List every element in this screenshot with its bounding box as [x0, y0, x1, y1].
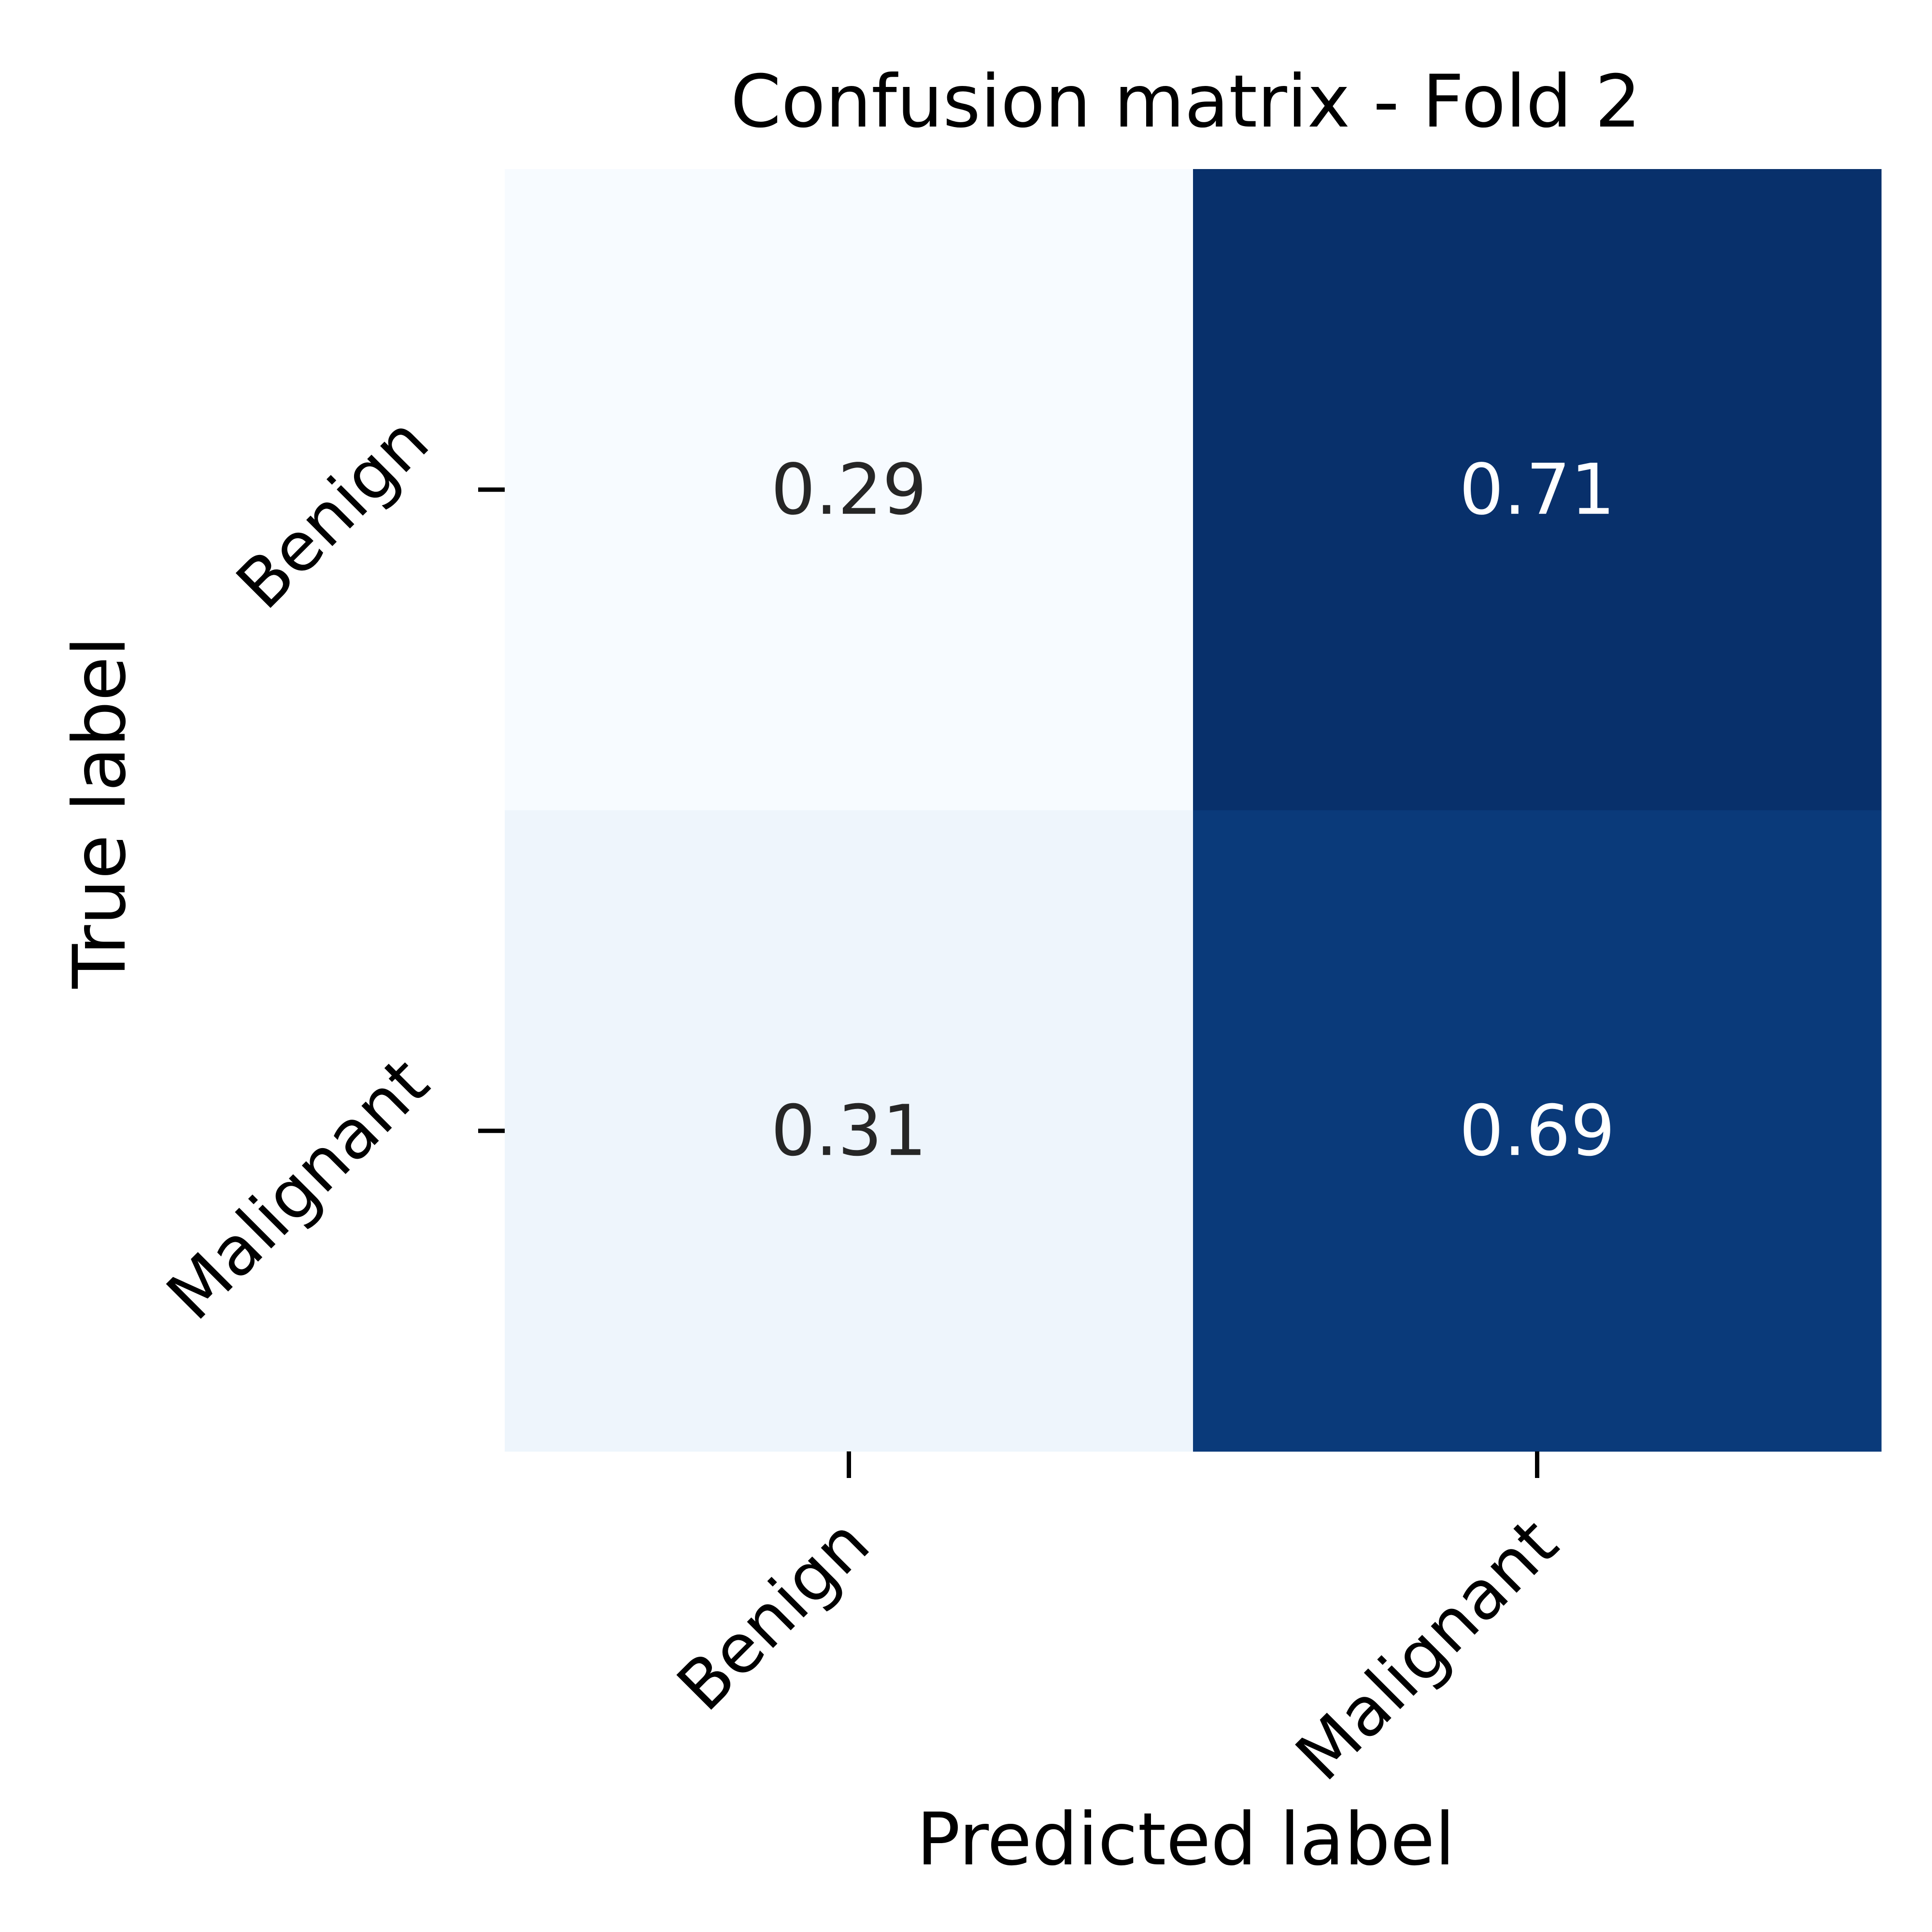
heatmap-cell-labels: 0.29 0.71 0.31 0.69	[771, 449, 1615, 1172]
heatmap-cell-0-0	[505, 169, 1193, 810]
cell-value-label-1-1: 0.69	[1459, 1090, 1615, 1172]
cell-value-label-0-0: 0.29	[771, 449, 927, 531]
y-axis-label: True label	[58, 636, 142, 989]
chart-title: Confusion matrix - Fold 2	[731, 60, 1641, 144]
cell-value-label-0-1: 0.71	[1459, 449, 1615, 531]
heatmap-cell-1-0	[505, 810, 1193, 1452]
cell-value-label-1-0: 0.31	[771, 1090, 927, 1172]
x-axis-label: Predicted label	[917, 1798, 1455, 1882]
heatmap-cells	[505, 169, 1882, 1452]
heatmap-cell-0-1	[1193, 169, 1882, 810]
heatmap-cell-1-1	[1193, 810, 1882, 1452]
